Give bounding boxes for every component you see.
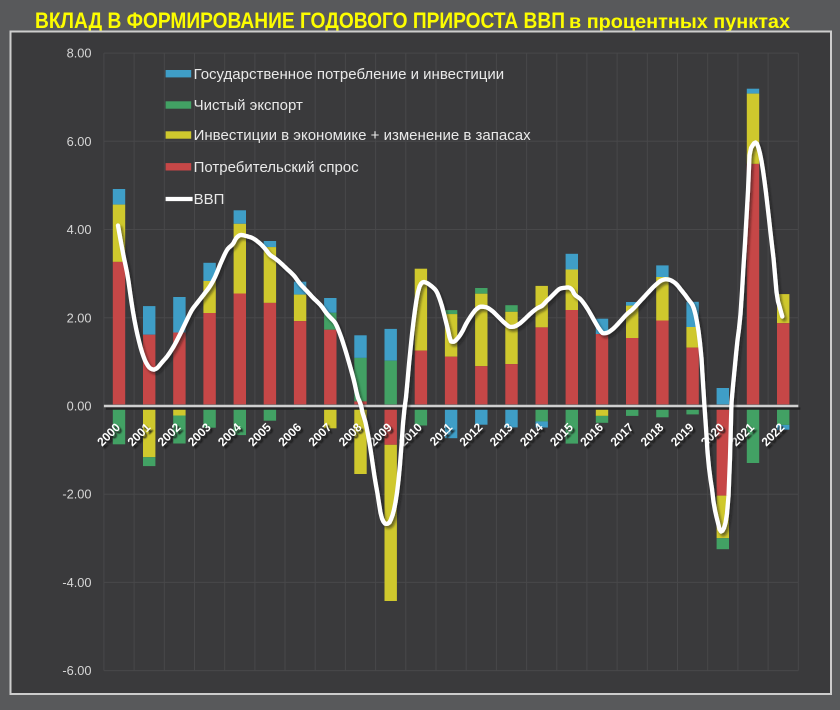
- svg-text:0.00: 0.00: [67, 399, 92, 414]
- svg-text:ВВП: ВВП: [194, 191, 225, 208]
- svg-text:-2.00: -2.00: [62, 487, 91, 502]
- svg-text:Чистый экспорт: Чистый экспорт: [194, 97, 303, 114]
- svg-text:Потребительский спрос: Потребительский спрос: [194, 159, 360, 176]
- svg-text:6.00: 6.00: [67, 134, 92, 149]
- svg-text:Инвестиции в экономике + измен: Инвестиции в экономике + изменение в зап…: [194, 127, 531, 144]
- svg-text:8.00: 8.00: [67, 46, 92, 61]
- svg-text:-4.00: -4.00: [62, 575, 91, 590]
- svg-text:-6.00: -6.00: [62, 663, 91, 678]
- svg-text:в процентных пунктах: в процентных пунктах: [569, 11, 790, 33]
- svg-text:2.00: 2.00: [67, 310, 92, 325]
- svg-text:4.00: 4.00: [67, 222, 92, 237]
- svg-text:Государственное потребление и: Государственное потребление и инвестиции: [194, 66, 505, 83]
- svg-text:ВКЛАД В ФОРМИРОВАНИЕ ГОДОВОГО: ВКЛАД В ФОРМИРОВАНИЕ ГОДОВОГО ПРИРОСТА В…: [35, 8, 565, 33]
